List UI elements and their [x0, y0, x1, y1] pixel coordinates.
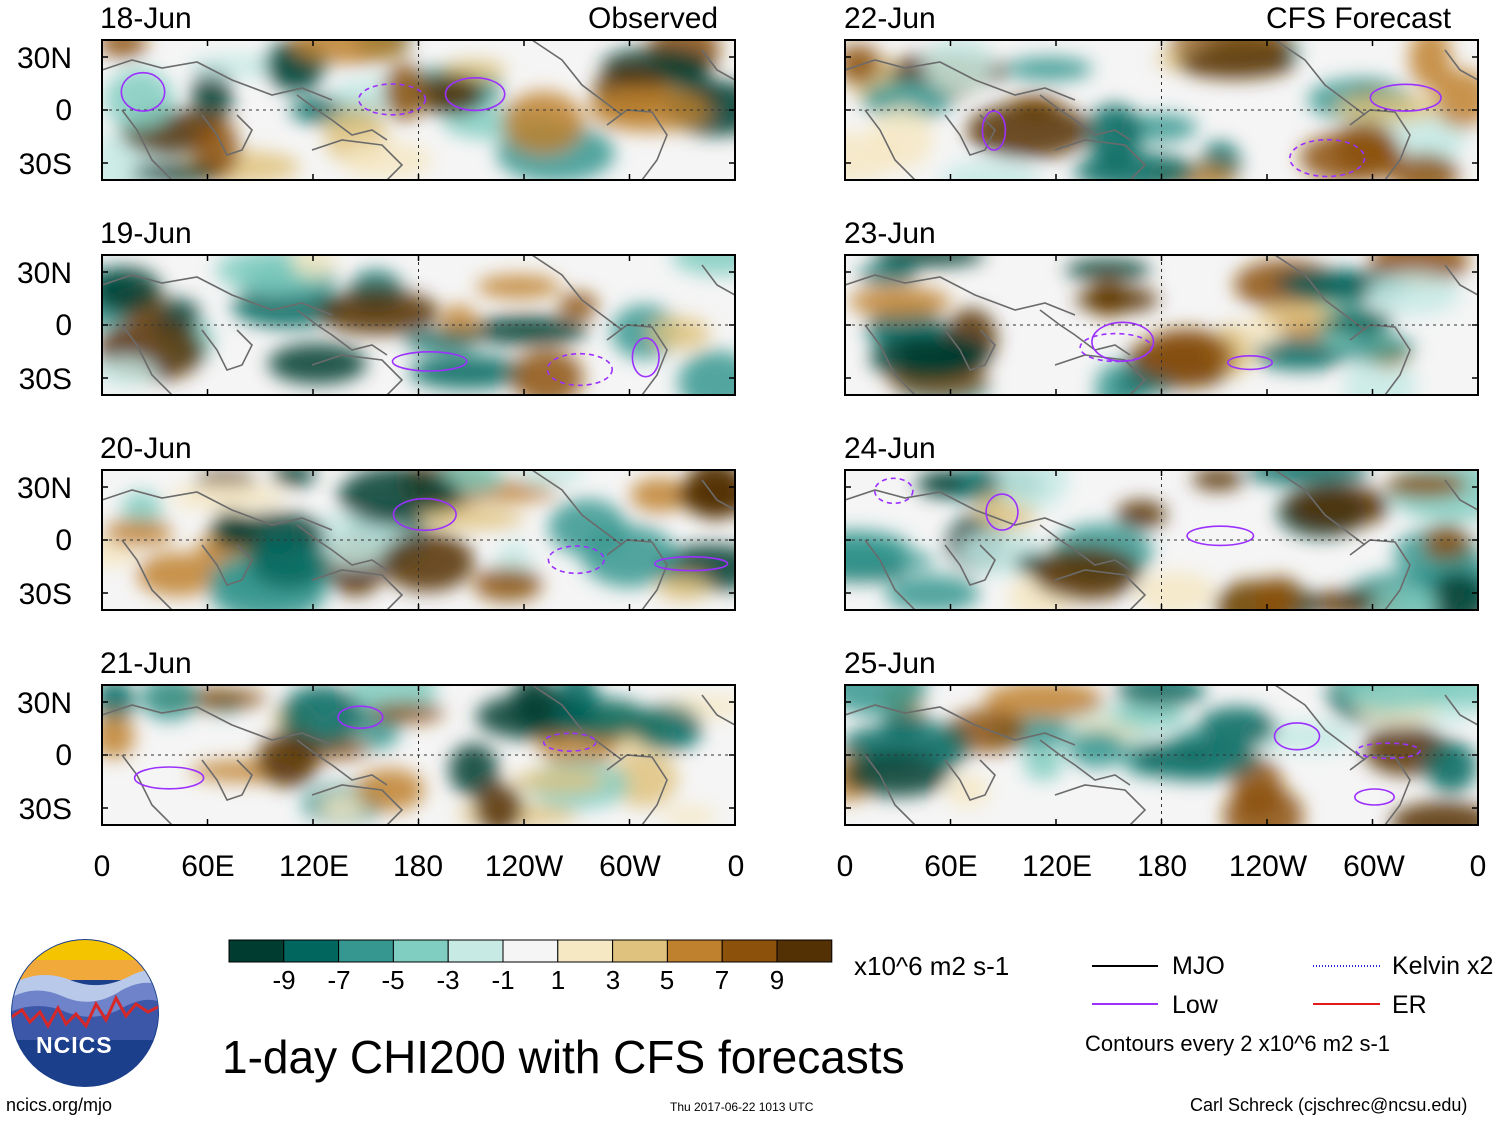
xlabel-0-end-right: 0: [1469, 850, 1487, 883]
map-panel-1-0: [844, 39, 1479, 181]
map-panel-0-1: [101, 254, 736, 396]
ncics-logo-text: NCICS: [36, 1032, 113, 1058]
colorbar-swatch-9: [721, 939, 778, 963]
xlabel-0-right: 0: [836, 850, 854, 883]
legend-label-er: ER: [1392, 991, 1427, 1019]
colorbar-label-m3: -3: [436, 965, 460, 995]
ylabel-30s-row1: 30S: [18, 148, 72, 181]
xlabel-120w-left: 120W: [484, 850, 564, 883]
ylabel-30n-row3: 30N: [16, 472, 72, 505]
panel-date-19-jun: 19-Jun: [100, 217, 192, 250]
figure-title: 1-day CHI200 with CFS forecasts: [222, 1031, 905, 1083]
map-panel-1-3: [844, 684, 1479, 826]
colorbar-swatch-3: [392, 939, 449, 963]
ylabel-0-row4: 0: [55, 739, 72, 772]
colorbar-swatch-4: [447, 939, 504, 963]
ylabel-30n-row4: 30N: [16, 687, 72, 720]
colorbar-label-m5: -5: [381, 965, 405, 995]
panel-date-22-jun: 22-Jun: [844, 2, 936, 35]
ylabel-30n-row1: 30N: [16, 42, 72, 75]
xlabel-180-right: 180: [1136, 850, 1188, 883]
colorbar-swatch-2: [338, 939, 394, 963]
contour-interval-note: Contours every 2 x10^6 m2 s-1: [1085, 1031, 1391, 1056]
ylabel-30s-row4: 30S: [18, 793, 72, 826]
panel-date-21-jun: 21-Jun: [100, 647, 192, 680]
colorbar-label-1: 1: [550, 965, 566, 995]
panel-date-25-jun: 25-Jun: [844, 647, 936, 680]
xlabel-0-end-left: 0: [727, 850, 745, 883]
ylabel-30n-row2: 30N: [16, 257, 72, 290]
xlabel-60w-right: 60W: [1343, 850, 1405, 883]
ncics-logo: [11, 939, 159, 1087]
ylabel-0-row3: 0: [55, 524, 72, 557]
ylabel-0-row1: 0: [55, 94, 72, 127]
xlabel-60e-right: 60E: [924, 850, 978, 883]
colorbar-swatch-1: [283, 939, 340, 963]
colorbar-label-3: 3: [605, 965, 621, 995]
xlabel-120e-left: 120E: [278, 850, 350, 883]
xlabel-120w-right: 120W: [1228, 850, 1308, 883]
colorbar-label-m9: -9: [272, 965, 296, 995]
ylabel-30s-row2: 30S: [18, 363, 72, 396]
colorbar-swatch-7: [612, 939, 668, 963]
colorbar-swatch-8: [666, 939, 723, 963]
footer-timestamp: Thu 2017-06-22 1013 UTC: [670, 1100, 814, 1114]
xlabel-120e-right: 120E: [1021, 850, 1093, 883]
legend-label-mjo: MJO: [1172, 952, 1225, 980]
colorbar-swatch-0: [228, 939, 285, 963]
colorbar-label-m7: -7: [327, 965, 351, 995]
map-panel-0-3: [101, 684, 736, 826]
map-panel-0-2: [101, 469, 736, 611]
xlabel-60e-left: 60E: [181, 850, 235, 883]
map-panel-0-0: [101, 39, 736, 181]
panel-date-18-jun: 18-Jun: [100, 2, 192, 35]
footer-url[interactable]: ncics.org/mjo: [6, 1095, 113, 1115]
panel-date-24-jun: 24-Jun: [844, 432, 936, 465]
panel-date-23-jun: 23-Jun: [844, 217, 936, 250]
legend-label-low: Low: [1172, 991, 1218, 1019]
colorbar-label-m1: -1: [491, 965, 515, 995]
colorbar-label-9: 9: [769, 965, 785, 995]
map-panel-1-2: [844, 469, 1479, 611]
colorbar-swatch-6: [557, 939, 614, 963]
observed-heading: Observed: [588, 2, 719, 35]
ylabel-0-row2: 0: [55, 309, 72, 342]
xlabel-180-left: 180: [392, 850, 444, 883]
colorbar-label-5: 5: [659, 965, 675, 995]
footer-credit: Carl Schreck (cjschrec@ncsu.edu): [1190, 1095, 1468, 1115]
cfs-forecast-heading: CFS Forecast: [1266, 2, 1452, 35]
panel-date-20-jun: 20-Jun: [100, 432, 192, 465]
colorbar-label-7: 7: [714, 965, 730, 995]
xlabel-60w-left: 60W: [599, 850, 661, 883]
xlabel-0-left: 0: [93, 850, 111, 883]
legend-label-kelvin: Kelvin x2: [1392, 952, 1494, 980]
colorbar-swatch-10: [776, 939, 833, 963]
colorbar-swatch-5: [502, 939, 559, 963]
ylabel-30s-row3: 30S: [18, 578, 72, 611]
colorbar-units: x10^6 m2 s-1: [854, 951, 1010, 981]
map-panel-1-1: [844, 254, 1479, 396]
